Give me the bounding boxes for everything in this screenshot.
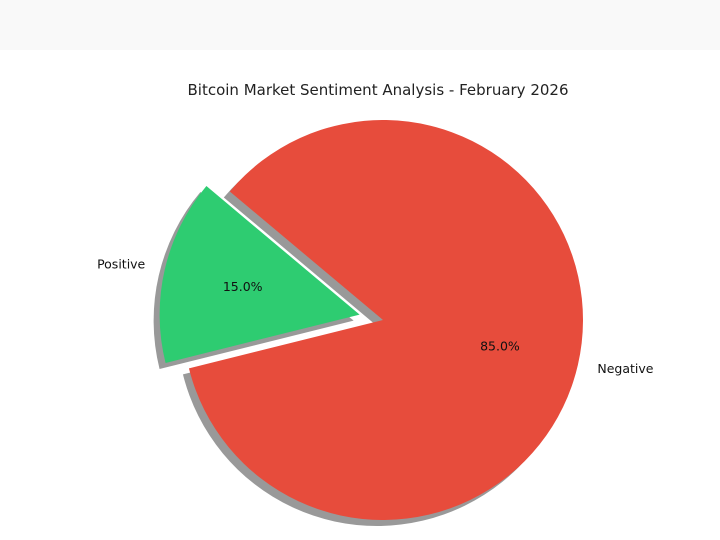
top-band: [0, 0, 720, 50]
label-layer: Positive 15.0% Negative 85.0%: [97, 257, 654, 376]
slice-layer: [159, 119, 583, 521]
slice-pct-negative: 85.0%: [480, 338, 520, 353]
slice-label-positive: Positive: [97, 257, 145, 272]
slice-pct-positive: 15.0%: [223, 279, 263, 294]
chart-title: Bitcoin Market Sentiment Analysis - Febr…: [188, 81, 569, 99]
pie-slice-negative: [188, 119, 583, 521]
slice-label-negative: Negative: [597, 361, 653, 376]
pie-slice-positive: [159, 186, 360, 363]
